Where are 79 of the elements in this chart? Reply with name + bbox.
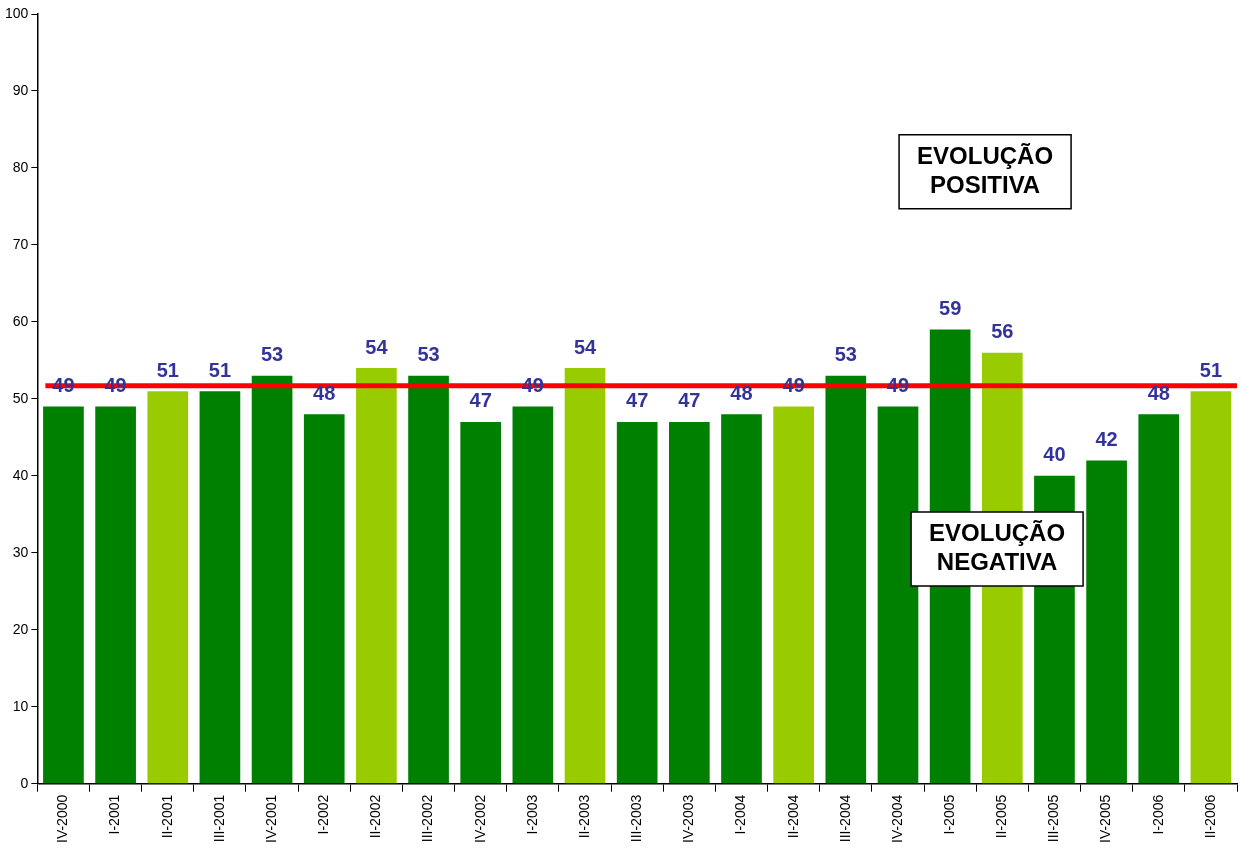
x-tick-label: I-2005 <box>940 794 957 835</box>
data-label: 49 <box>886 374 910 397</box>
x-tick-label: III-2003 <box>628 794 645 843</box>
x-tick-label: II-2005 <box>993 794 1010 839</box>
data-label: 49 <box>521 374 544 397</box>
bar <box>669 421 710 784</box>
y-tick-label: 80 <box>12 158 29 175</box>
y-tick-label: 90 <box>12 81 29 98</box>
x-tick-label: II-2002 <box>367 794 384 839</box>
data-label: 48 <box>1147 381 1170 404</box>
x-tick-label: I-2004 <box>732 794 749 835</box>
y-tick-label: 70 <box>12 235 29 252</box>
bar <box>147 391 189 784</box>
bar <box>616 421 658 784</box>
data-label: 54 <box>365 335 389 358</box>
data-label: 56 <box>991 320 1014 343</box>
data-label: 53 <box>834 343 857 366</box>
bar <box>1138 414 1180 784</box>
bar <box>356 368 397 784</box>
y-tick-label: 30 <box>12 543 29 560</box>
data-label: 47 <box>678 389 701 412</box>
data-label: 47 <box>469 389 492 412</box>
x-tick-label: IV-2003 <box>680 794 697 843</box>
annotation: EVOLUÇÃO POSITIVA <box>917 141 1054 198</box>
data-label: 51 <box>208 358 232 381</box>
y-tick-label: 20 <box>12 620 29 637</box>
bar <box>303 414 345 784</box>
bar <box>199 391 241 784</box>
bar <box>408 375 449 784</box>
x-tick-label: III-2002 <box>419 794 436 843</box>
bar <box>773 406 814 784</box>
x-tick-label: III-2001 <box>210 794 227 843</box>
x-tick-label: I-2006 <box>1149 794 1166 835</box>
x-tick-label: II-2004 <box>784 794 801 839</box>
bar <box>460 421 502 784</box>
x-tick-label: II-2001 <box>158 794 175 839</box>
x-tick-label: I-2001 <box>106 794 123 835</box>
bar <box>1086 460 1127 784</box>
y-tick-label: 40 <box>12 466 29 483</box>
y-tick-label: 10 <box>12 697 29 714</box>
data-label: 42 <box>1095 427 1118 450</box>
data-label: 48 <box>313 381 336 404</box>
data-label: 47 <box>626 389 649 412</box>
bar <box>721 414 762 784</box>
x-tick-label: IV-2000 <box>54 794 71 843</box>
data-label: 49 <box>104 374 127 397</box>
data-label: 49 <box>782 374 805 397</box>
bar <box>877 406 919 784</box>
x-tick-label: I-2002 <box>315 794 332 835</box>
x-tick-label: II-2003 <box>575 794 592 839</box>
bar <box>251 375 293 784</box>
x-tick-label: IV-2005 <box>1097 794 1114 843</box>
bar <box>512 406 554 784</box>
data-label: 54 <box>573 335 598 358</box>
y-tick-label: 50 <box>12 389 29 406</box>
annotation: EVOLUÇÃO NEGATIVA <box>929 519 1066 576</box>
x-tick-label: IV-2004 <box>888 794 905 843</box>
data-label: 51 <box>1199 358 1223 381</box>
x-tick-label: IV-2001 <box>262 794 279 843</box>
data-label: 59 <box>939 297 962 320</box>
x-tick-label: III-2004 <box>836 794 853 843</box>
bar <box>43 406 84 784</box>
data-label: 53 <box>417 343 440 366</box>
bar <box>1190 391 1232 784</box>
data-label: 53 <box>260 343 284 366</box>
bar <box>564 368 606 784</box>
data-label: 40 <box>1043 443 1066 466</box>
x-tick-label: III-2005 <box>1045 794 1062 843</box>
data-label: 51 <box>156 358 179 381</box>
bar <box>95 406 136 784</box>
bar <box>825 375 867 784</box>
x-tick-label: II-2006 <box>1201 794 1218 839</box>
y-tick-label: 100 <box>5 4 29 21</box>
x-tick-label: IV-2002 <box>471 794 488 843</box>
x-tick-label: I-2003 <box>523 794 540 835</box>
data-label: 49 <box>52 374 75 397</box>
y-tick-label: 60 <box>12 312 29 329</box>
data-label: 48 <box>730 381 753 404</box>
y-tick-label: 0 <box>20 774 29 791</box>
